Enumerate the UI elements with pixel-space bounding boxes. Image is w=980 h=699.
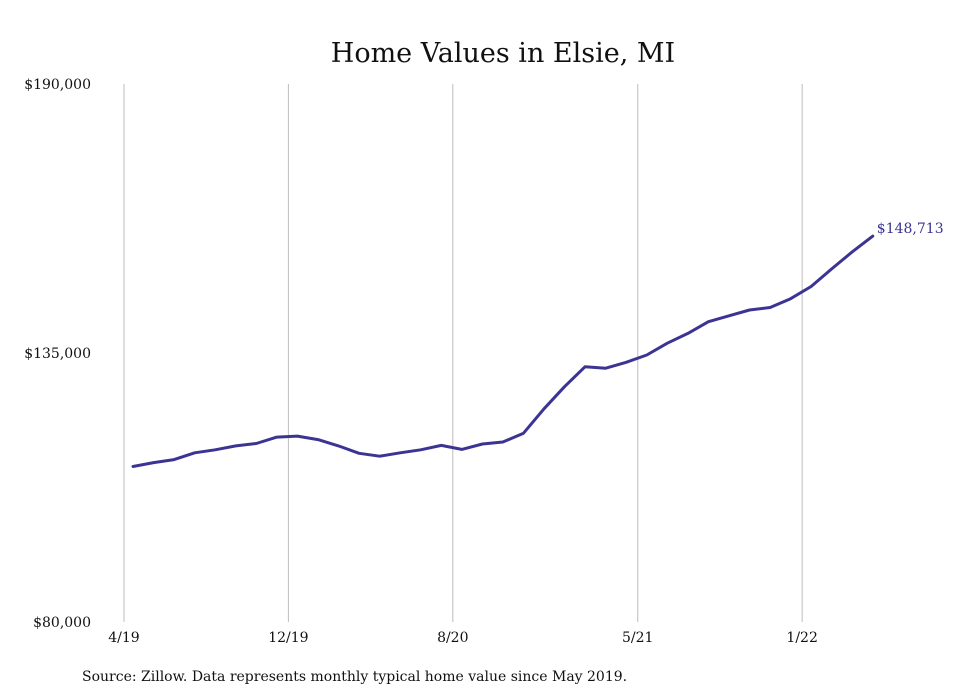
x-tick-label-2: 8/20 [437,630,468,646]
y-tick-label-0: $80,000 [33,615,91,631]
series-layer [131,234,875,468]
y-tick-label-2: $190,000 [24,77,91,93]
last-value-label: $148,713 [877,221,944,237]
y-axis-tick-labels: $80,000 $135,000 $190,000 [24,77,91,631]
x-axis-tick-labels: 4/19 12/19 8/20 5/21 1/22 [108,630,818,646]
x-tick-label-3: 5/21 [622,630,653,646]
vertical-grid [123,84,803,622]
source-note: Source: Zillow. Data represents monthly … [82,669,627,685]
x-tick-label-4: 1/22 [786,630,817,646]
x-tick-label-1: 12/19 [268,630,308,646]
chart-title: Home Values in Elsie, MI [331,38,675,69]
y-tick-label-1: $135,000 [24,346,91,362]
x-tick-label-0: 4/19 [108,630,139,646]
series-line [131,234,875,468]
